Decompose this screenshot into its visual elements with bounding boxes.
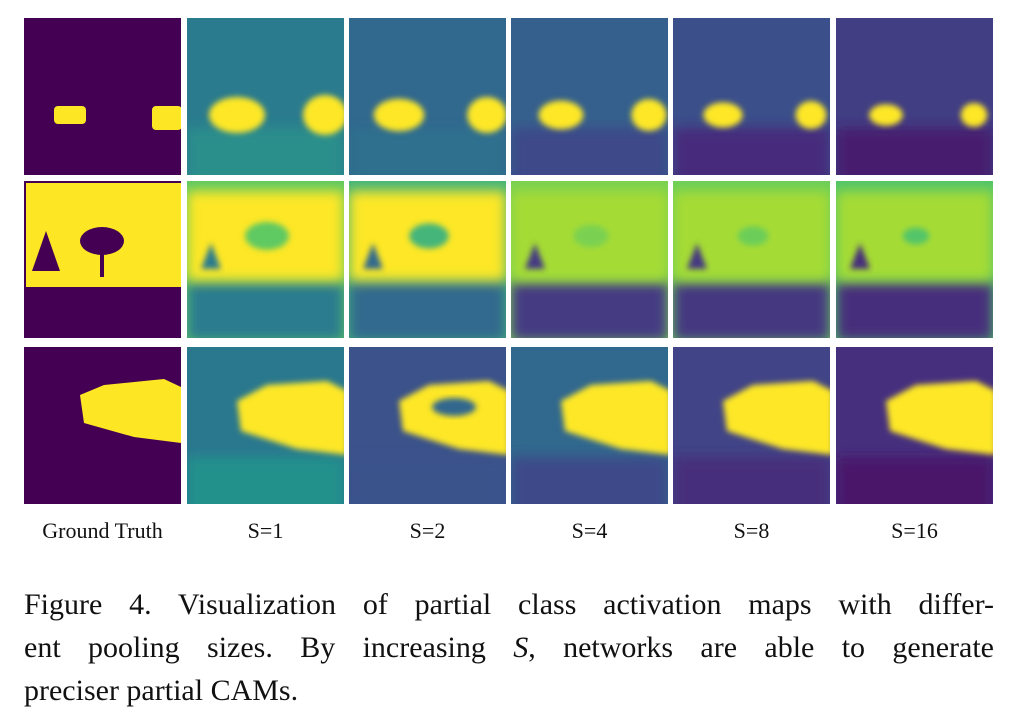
activation (561, 381, 668, 455)
panel-lower (187, 128, 344, 175)
column-label: S=2 (410, 518, 446, 543)
object-mask (100, 241, 104, 277)
image-panel (187, 347, 344, 504)
panel-lower (511, 457, 668, 504)
image-panel (673, 347, 830, 504)
image-panel (836, 181, 993, 338)
panel-lower (349, 457, 506, 504)
panel-lower (673, 128, 830, 175)
panel-lower (187, 457, 344, 504)
panel-content (511, 181, 668, 338)
activation-hole (201, 243, 221, 269)
image-panel (836, 347, 993, 504)
panel-lower (673, 281, 830, 338)
activation-hole (902, 227, 930, 245)
image-panel (673, 18, 830, 175)
panel-content (511, 347, 668, 504)
panel-lower (349, 128, 506, 175)
column-label: S=4 (572, 518, 608, 543)
panel-lower (673, 457, 830, 504)
activation (399, 381, 506, 455)
panel-bg (24, 18, 181, 175)
image-panel (673, 181, 830, 338)
activation-hole (409, 223, 449, 249)
figure-grid: Ground Truth S=1 S=2 S=4 S=8 S=16 (24, 18, 993, 543)
image-panel (349, 181, 506, 338)
object-mask (32, 231, 60, 271)
caption-line: ent pooling sizes. By increasing S, netw… (24, 626, 994, 669)
activation (467, 97, 506, 133)
panel-content (349, 347, 506, 504)
activation (703, 102, 743, 128)
activation-hole (687, 243, 707, 269)
caption-text: , networks are able to generate (528, 631, 994, 664)
activation (631, 99, 667, 131)
caption-line: preciser partial CAMs. (24, 674, 299, 707)
caption: Figure 4. Visualization of partial class… (24, 583, 994, 712)
panel-lower (836, 457, 993, 504)
object-mask (54, 106, 86, 124)
activation-hole (432, 398, 476, 416)
activation-hole (573, 224, 609, 248)
panel-content (836, 181, 993, 338)
panel-content (673, 181, 830, 338)
image-panel (836, 18, 993, 175)
image-panel (349, 347, 506, 504)
activation (886, 381, 993, 455)
column-label: S=8 (734, 518, 770, 543)
activation (869, 104, 903, 126)
image-panel (349, 18, 506, 175)
activation (960, 103, 988, 127)
panel-content (349, 181, 506, 338)
panel-content (511, 18, 668, 175)
panel-content (673, 347, 830, 504)
activation-hole (525, 243, 545, 269)
activation-hole (850, 243, 870, 269)
caption-math: S (513, 631, 529, 664)
panel-content (187, 18, 344, 175)
panel-content (349, 18, 506, 175)
column-label: S=16 (891, 518, 938, 543)
image-panel (511, 181, 668, 338)
panel-lower (511, 128, 668, 175)
panel-lower (349, 281, 506, 338)
image-panel (24, 347, 181, 504)
column-label: Ground Truth (42, 518, 162, 543)
panel-content (24, 18, 181, 175)
panel-content (24, 347, 181, 504)
activation (538, 100, 584, 130)
activation (303, 95, 344, 135)
panel-lower (511, 281, 668, 338)
caption-line: Figure 4. Visualization of partial class… (24, 588, 994, 621)
object-mask (80, 379, 181, 443)
caption-text: ent pooling sizes. By increasing (24, 631, 514, 664)
panel-lower (187, 281, 344, 338)
image-panel (24, 18, 181, 175)
panel-lower (836, 281, 993, 338)
panel-content (187, 347, 344, 504)
activation-hole (737, 226, 769, 246)
panel-lower (836, 128, 993, 175)
panel-content (24, 181, 181, 338)
activation (373, 98, 425, 132)
panel-content (187, 181, 344, 338)
activation-hole (363, 243, 383, 269)
column-label: S=1 (248, 518, 284, 543)
image-panel (187, 181, 344, 338)
image-panel (511, 347, 668, 504)
activation (795, 101, 827, 129)
panel-content (836, 18, 993, 175)
object-mask (152, 106, 181, 130)
image-panel (24, 181, 181, 338)
panel-content (673, 18, 830, 175)
activation-hole (245, 222, 289, 250)
activation (723, 381, 830, 455)
panel-content (836, 347, 993, 504)
activation (209, 97, 265, 133)
image-panel (511, 18, 668, 175)
image-panel (187, 18, 344, 175)
activation (237, 381, 344, 455)
